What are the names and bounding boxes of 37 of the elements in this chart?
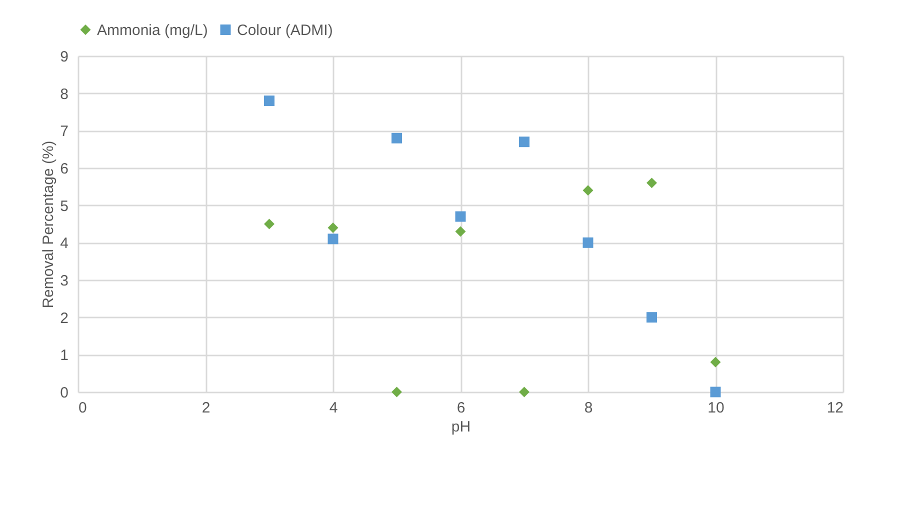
y-tick-label: 8 xyxy=(60,86,68,103)
y-axis-title: Removal Percentage (%) xyxy=(40,140,58,308)
point xyxy=(328,222,338,233)
point xyxy=(392,132,402,144)
point xyxy=(264,218,274,230)
y-tick-label: 6 xyxy=(60,160,68,178)
point xyxy=(710,356,721,368)
point xyxy=(519,386,530,398)
y-tick-label: 5 xyxy=(60,198,68,215)
x-tick-label: 12 xyxy=(826,400,844,416)
point xyxy=(582,237,594,248)
point xyxy=(264,96,274,106)
point xyxy=(710,386,721,398)
y-tick-label: 9 xyxy=(60,48,68,66)
point xyxy=(392,386,402,398)
point xyxy=(455,211,466,222)
x-tick-label: 0 xyxy=(78,400,87,416)
y-tick-label: 7 xyxy=(60,123,68,140)
point xyxy=(582,185,594,196)
point xyxy=(646,178,657,188)
point xyxy=(328,234,338,244)
y-tick-label: 3 xyxy=(60,272,68,290)
point xyxy=(455,226,466,237)
x-tick-label: 4 xyxy=(329,400,338,416)
y-tick-label: 1 xyxy=(60,347,68,364)
point xyxy=(519,136,530,148)
point xyxy=(646,312,657,323)
x-tick-label: 10 xyxy=(708,400,724,416)
legend-label: Ammonia (mg/L) xyxy=(97,22,208,39)
x-tick-label: 2 xyxy=(202,400,210,416)
x-axis-title: pH xyxy=(451,418,471,436)
x-tick-label: 6 xyxy=(456,400,466,416)
y-tick-label: 2 xyxy=(60,310,68,327)
y-tick-label: 0 xyxy=(60,384,68,402)
legend-label: Colour (ADMI) xyxy=(237,22,333,39)
y-tick-label: 4 xyxy=(60,235,68,252)
x-tick-label: 8 xyxy=(584,400,593,416)
